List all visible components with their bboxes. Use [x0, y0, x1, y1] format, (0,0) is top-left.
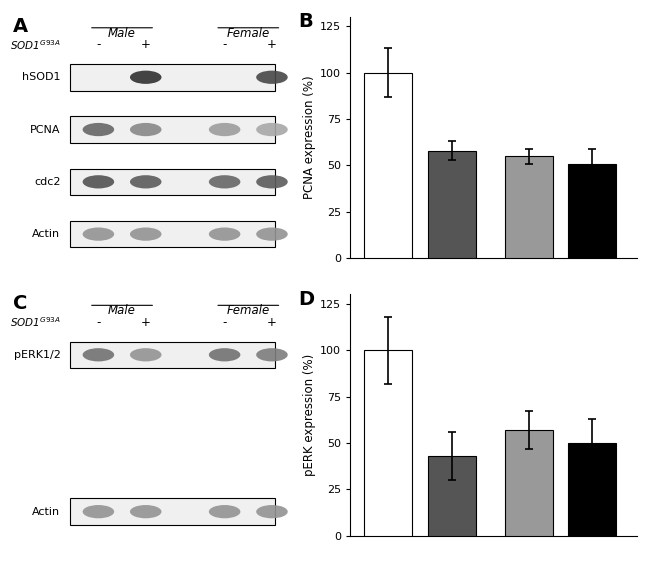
- Ellipse shape: [256, 348, 288, 362]
- Ellipse shape: [83, 175, 114, 188]
- Bar: [365, 73, 412, 258]
- Ellipse shape: [130, 123, 161, 136]
- Bar: [428, 151, 476, 258]
- Bar: [569, 164, 616, 258]
- Bar: [70, 169, 275, 195]
- Ellipse shape: [130, 70, 161, 84]
- Text: Female: Female: [227, 304, 270, 317]
- Ellipse shape: [209, 123, 240, 136]
- Text: -: -: [96, 38, 101, 51]
- Ellipse shape: [83, 227, 114, 241]
- Bar: [70, 116, 275, 143]
- Text: +: +: [141, 316, 151, 329]
- Ellipse shape: [83, 123, 114, 136]
- Text: (+): (+): [583, 294, 601, 305]
- Ellipse shape: [256, 175, 288, 188]
- Text: (-): (-): [522, 294, 535, 305]
- Ellipse shape: [130, 227, 161, 241]
- Ellipse shape: [256, 70, 288, 84]
- Bar: [504, 156, 552, 258]
- Bar: [70, 342, 275, 368]
- Bar: [70, 499, 275, 525]
- Text: Actin: Actin: [32, 229, 60, 239]
- Ellipse shape: [256, 505, 288, 518]
- Ellipse shape: [209, 175, 240, 188]
- Text: +: +: [141, 38, 151, 51]
- Text: PCNA: PCNA: [30, 125, 60, 135]
- Text: SOD1$^{G93A}$: SOD1$^{G93A}$: [10, 315, 60, 329]
- Ellipse shape: [256, 123, 288, 136]
- Text: D: D: [298, 290, 315, 309]
- Text: Female: Female: [227, 27, 270, 39]
- Text: hSOD1: hSOD1: [22, 72, 60, 82]
- Ellipse shape: [83, 348, 114, 362]
- Text: -: -: [222, 38, 227, 51]
- Text: A: A: [13, 17, 29, 36]
- Text: Male: Male: [108, 27, 136, 39]
- Text: Actin: Actin: [32, 506, 60, 517]
- Text: -: -: [96, 316, 101, 329]
- Text: SOD1$^{G93A}$: SOD1$^{G93A}$: [10, 38, 60, 51]
- Text: cdc2: cdc2: [34, 177, 60, 187]
- Text: (-): (-): [382, 294, 395, 305]
- Bar: [504, 430, 552, 536]
- Y-axis label: PCNA expression (%): PCNA expression (%): [303, 76, 316, 200]
- Y-axis label: pERK expression (%): pERK expression (%): [303, 354, 316, 476]
- Text: +: +: [267, 38, 277, 51]
- Ellipse shape: [209, 348, 240, 362]
- Ellipse shape: [83, 505, 114, 518]
- Bar: [428, 456, 476, 536]
- Ellipse shape: [209, 505, 240, 518]
- Bar: [365, 350, 412, 536]
- Text: (+): (+): [443, 294, 461, 305]
- Text: pERK1/2: pERK1/2: [14, 350, 60, 360]
- Ellipse shape: [256, 227, 288, 241]
- Text: -: -: [222, 316, 227, 329]
- Text: B: B: [298, 12, 313, 31]
- Text: +: +: [267, 316, 277, 329]
- Text: Female: Female: [537, 355, 584, 368]
- Ellipse shape: [209, 227, 240, 241]
- Text: Male: Male: [404, 355, 436, 368]
- Bar: [70, 221, 275, 248]
- Text: C: C: [13, 294, 27, 314]
- Ellipse shape: [130, 175, 161, 188]
- Ellipse shape: [130, 505, 161, 518]
- Ellipse shape: [130, 348, 161, 362]
- Text: Male: Male: [108, 304, 136, 317]
- Bar: [569, 443, 616, 536]
- Text: SOD1$^{G93A}$: SOD1$^{G93A}$: [354, 311, 404, 325]
- Bar: [70, 64, 275, 91]
